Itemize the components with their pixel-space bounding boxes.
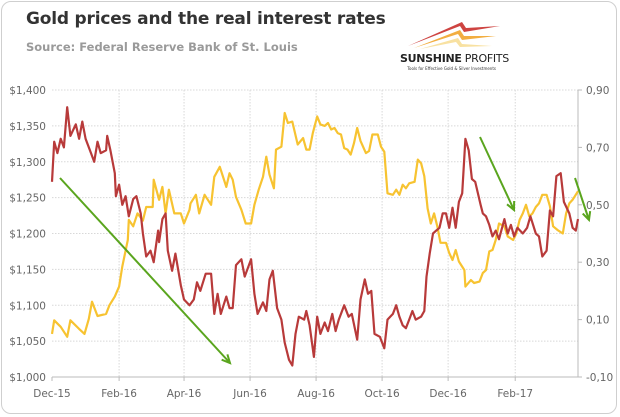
y-right-tick-label: 0,30: [586, 257, 609, 269]
trend-arrow: [574, 177, 590, 221]
series-line-real_rate: [50, 106, 580, 367]
y-left-tick-label: $1,200: [9, 229, 46, 241]
y-left-tick-label: $1,000: [9, 372, 46, 384]
x-tick-label: Apr-16: [167, 388, 202, 400]
trend-arrowhead-icon: [506, 200, 516, 213]
y-left-tick-label: $1,300: [9, 157, 46, 169]
y-left-tick-label: $1,050: [9, 336, 46, 348]
sunshine-profits-logo-icon: [408, 22, 500, 49]
logo-tagline: Tools for Effective Gold & Silver Invest…: [407, 66, 496, 71]
x-tick-label: Jun-16: [232, 388, 267, 400]
x-tick-label: Feb-16: [101, 388, 137, 400]
chart-source: Source: Federal Reserve Bank of St. Loui…: [26, 40, 298, 54]
chart-title: Gold prices and the real interest rates: [26, 9, 386, 29]
y-right-tick-label: -0,10: [586, 372, 613, 384]
logo-name-bold: SUNSHINE: [400, 52, 462, 65]
x-tick-label: Aug-16: [297, 388, 335, 400]
y-left-tick-label: $1,350: [9, 121, 46, 133]
y-left-tick-label: $1,400: [9, 85, 46, 97]
series-line-gold: [50, 111, 579, 338]
y-left-tick-label: $1,150: [9, 264, 46, 276]
y-left-tick-label: $1,100: [9, 300, 46, 312]
y-left-tick-label: $1,250: [9, 193, 46, 205]
y-right-tick-label: 0,10: [586, 315, 609, 327]
x-tick-label: Dec-16: [429, 388, 467, 400]
trend-arrowhead-icon: [582, 210, 592, 223]
x-tick-label: Feb-17: [497, 388, 533, 400]
x-tick-label: Oct-16: [364, 388, 400, 400]
logo-name-light: PROFITS: [461, 52, 509, 65]
x-tick-label: Dec-15: [33, 388, 70, 400]
trend-arrowhead-icon: [221, 354, 232, 365]
y-right-tick-label: 0,90: [586, 85, 609, 97]
trend-arrow: [59, 177, 231, 364]
y-right-tick-label: 0,50: [586, 200, 609, 212]
logo-name: SUNSHINE PROFITS: [400, 52, 509, 65]
trend-arrow: [479, 136, 515, 211]
y-right-tick-label: 0,70: [586, 142, 609, 154]
